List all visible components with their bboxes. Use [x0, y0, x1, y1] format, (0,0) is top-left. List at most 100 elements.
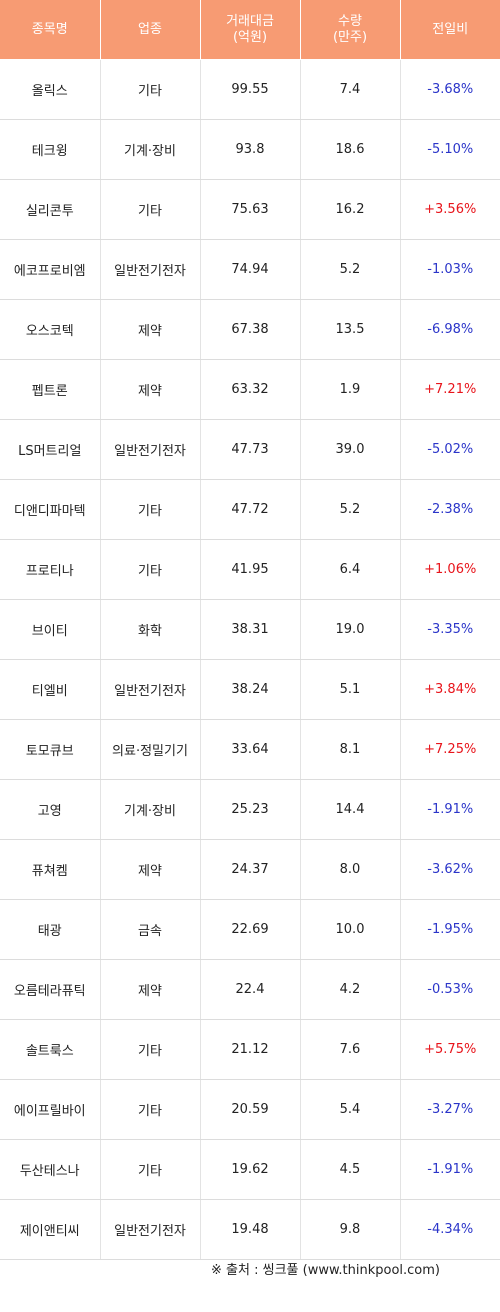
table-row: 퓨쳐켐 제약 24.37 8.0 -3.62%: [0, 839, 500, 900]
table-row: 고영 기계·장비 25.23 14.4 -1.91%: [0, 779, 500, 840]
source-credit: ※ 출처 : 씽크풀 (www.thinkpool.com): [211, 1263, 440, 1278]
cell-stock-name: 브이티: [0, 599, 101, 660]
cell-change: +3.56%: [400, 179, 500, 240]
cell-change: -3.68%: [400, 59, 500, 120]
cell-change: -5.10%: [400, 119, 500, 180]
cell-change: -5.02%: [400, 419, 500, 480]
header-stock-name: 종목명: [0, 0, 101, 60]
cell-trade-amount: 75.63: [200, 179, 301, 240]
cell-quantity: 14.4: [300, 779, 401, 840]
cell-sector: 일반전기전자: [100, 419, 201, 480]
header-quantity: 수량 (만주): [300, 0, 401, 60]
cell-quantity: 5.1: [300, 659, 401, 720]
header-row: 종목명 업종 거래대금 (억원) 수량 (만주) 전일비: [0, 0, 500, 60]
cell-trade-amount: 38.31: [200, 599, 301, 660]
cell-stock-name: 에이프릴바이: [0, 1079, 101, 1140]
cell-sector: 금속: [100, 899, 201, 960]
cell-sector: 기타: [100, 59, 201, 120]
cell-trade-amount: 93.8: [200, 119, 301, 180]
cell-trade-amount: 24.37: [200, 839, 301, 900]
cell-change: +7.25%: [400, 719, 500, 780]
table-row: 펩트론 제약 63.32 1.9 +7.21%: [0, 359, 500, 420]
cell-trade-amount: 74.94: [200, 239, 301, 300]
cell-quantity: 7.4: [300, 59, 401, 120]
table-row: 오스코텍 제약 67.38 13.5 -6.98%: [0, 299, 500, 360]
cell-stock-name: 실리콘투: [0, 179, 101, 240]
cell-sector: 화학: [100, 599, 201, 660]
cell-stock-name: 에코프로비엠: [0, 239, 101, 300]
cell-stock-name: 솔트룩스: [0, 1019, 101, 1080]
cell-change: +5.75%: [400, 1019, 500, 1080]
cell-stock-name: 두산테스나: [0, 1139, 101, 1200]
cell-quantity: 9.8: [300, 1199, 401, 1260]
cell-sector: 제약: [100, 959, 201, 1020]
cell-change: -1.91%: [400, 1139, 500, 1200]
cell-stock-name: 태광: [0, 899, 101, 960]
cell-stock-name: LS머트리얼: [0, 419, 101, 480]
cell-quantity: 5.2: [300, 479, 401, 540]
cell-trade-amount: 47.73: [200, 419, 301, 480]
header-trade-amount: 거래대금 (억원): [200, 0, 301, 60]
cell-quantity: 13.5: [300, 299, 401, 360]
cell-sector: 제약: [100, 839, 201, 900]
table-row: 두산테스나 기타 19.62 4.5 -1.91%: [0, 1139, 500, 1200]
cell-stock-name: 올릭스: [0, 59, 101, 120]
cell-quantity: 4.5: [300, 1139, 401, 1200]
cell-trade-amount: 99.55: [200, 59, 301, 120]
cell-trade-amount: 19.62: [200, 1139, 301, 1200]
cell-stock-name: 오름테라퓨틱: [0, 959, 101, 1020]
cell-stock-name: 디앤디파마텍: [0, 479, 101, 540]
cell-sector: 기타: [100, 1139, 201, 1200]
cell-trade-amount: 41.95: [200, 539, 301, 600]
cell-trade-amount: 22.4: [200, 959, 301, 1020]
cell-sector: 기계·장비: [100, 779, 201, 840]
cell-trade-amount: 38.24: [200, 659, 301, 720]
table-row: 태광 금속 22.69 10.0 -1.95%: [0, 899, 500, 960]
cell-change: -3.27%: [400, 1079, 500, 1140]
cell-stock-name: 티엘비: [0, 659, 101, 720]
cell-quantity: 6.4: [300, 539, 401, 600]
cell-change: +3.84%: [400, 659, 500, 720]
table-row: 브이티 화학 38.31 19.0 -3.35%: [0, 599, 500, 660]
cell-change: -3.62%: [400, 839, 500, 900]
table-row: LS머트리얼 일반전기전자 47.73 39.0 -5.02%: [0, 419, 500, 480]
table-row: 티엘비 일반전기전자 38.24 5.1 +3.84%: [0, 659, 500, 720]
header-change: 전일비: [400, 0, 500, 60]
cell-sector: 기타: [100, 539, 201, 600]
cell-trade-amount: 25.23: [200, 779, 301, 840]
cell-stock-name: 제이앤티씨: [0, 1199, 101, 1260]
cell-sector: 제약: [100, 359, 201, 420]
cell-stock-name: 펩트론: [0, 359, 101, 420]
cell-change: -6.98%: [400, 299, 500, 360]
table-row: 디앤디파마텍 기타 47.72 5.2 -2.38%: [0, 479, 500, 540]
table-row: 오름테라퓨틱 제약 22.4 4.2 -0.53%: [0, 959, 500, 1020]
cell-sector: 기타: [100, 479, 201, 540]
cell-change: -0.53%: [400, 959, 500, 1020]
cell-sector: 일반전기전자: [100, 239, 201, 300]
cell-sector: 기타: [100, 1019, 201, 1080]
cell-sector: 일반전기전자: [100, 659, 201, 720]
cell-change: -3.35%: [400, 599, 500, 660]
cell-quantity: 7.6: [300, 1019, 401, 1080]
table-row: 제이앤티씨 일반전기전자 19.48 9.8 -4.34%: [0, 1199, 500, 1260]
table-row: 올릭스 기타 99.55 7.4 -3.68%: [0, 59, 500, 120]
cell-sector: 제약: [100, 299, 201, 360]
cell-stock-name: 오스코텍: [0, 299, 101, 360]
table-row: 토모큐브 의료·정밀기기 33.64 8.1 +7.25%: [0, 719, 500, 780]
cell-change: -1.03%: [400, 239, 500, 300]
cell-quantity: 5.2: [300, 239, 401, 300]
table-body: 올릭스 기타 99.55 7.4 -3.68% 테크윙 기계·장비 93.8 18.6 -5.10…: [0, 59, 500, 1260]
cell-stock-name: 고영: [0, 779, 101, 840]
table-row: 솔트룩스 기타 21.12 7.6 +5.75%: [0, 1019, 500, 1080]
cell-quantity: 18.6: [300, 119, 401, 180]
cell-quantity: 10.0: [300, 899, 401, 960]
cell-stock-name: 퓨쳐켐: [0, 839, 101, 900]
cell-quantity: 4.2: [300, 959, 401, 1020]
cell-sector: 의료·정밀기기: [100, 719, 201, 780]
cell-quantity: 19.0: [300, 599, 401, 660]
cell-change: -2.38%: [400, 479, 500, 540]
cell-quantity: 8.0: [300, 839, 401, 900]
cell-trade-amount: 19.48: [200, 1199, 301, 1260]
table-header: 종목명 업종 거래대금 (억원) 수량 (만주) 전일비: [0, 0, 500, 60]
cell-trade-amount: 67.38: [200, 299, 301, 360]
